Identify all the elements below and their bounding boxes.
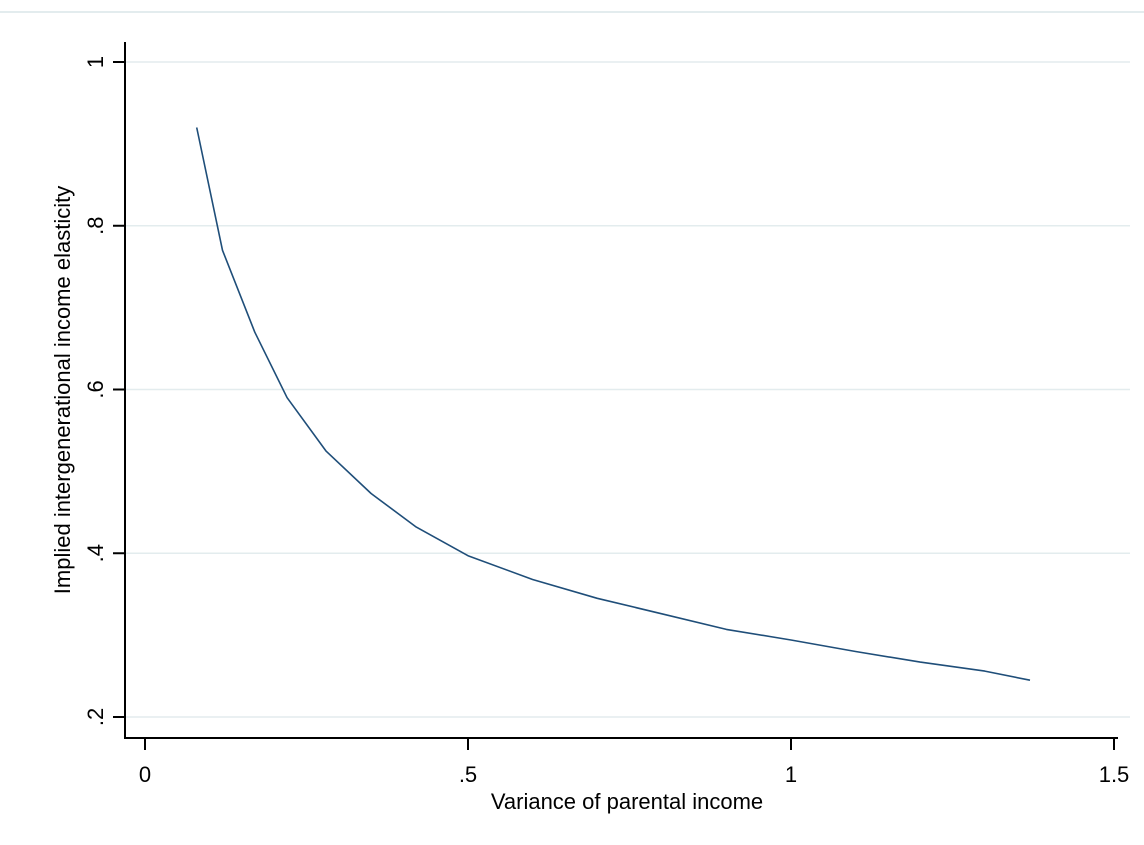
y-tick-label: .8	[83, 217, 108, 235]
labels: Variance of parental income Implied inte…	[50, 56, 1129, 814]
x-axis-title: Variance of parental income	[491, 789, 763, 814]
x-tick-label: 1	[785, 762, 797, 787]
series-line	[195, 127, 1031, 681]
x-tick-label: .5	[459, 762, 477, 787]
x-tick-label: 1.5	[1099, 762, 1130, 787]
y-tick-label: .2	[83, 708, 108, 726]
y-tick-label: .4	[83, 544, 108, 562]
y-axis-title: Implied intergenerational income elastic…	[50, 186, 75, 594]
grid-lines	[0, 11, 1144, 718]
series-layer	[195, 127, 1031, 681]
y-tick-label: .6	[83, 380, 108, 398]
axes	[113, 42, 1118, 750]
y-tick-label: 1	[83, 56, 108, 68]
x-tick-label: 0	[139, 762, 151, 787]
